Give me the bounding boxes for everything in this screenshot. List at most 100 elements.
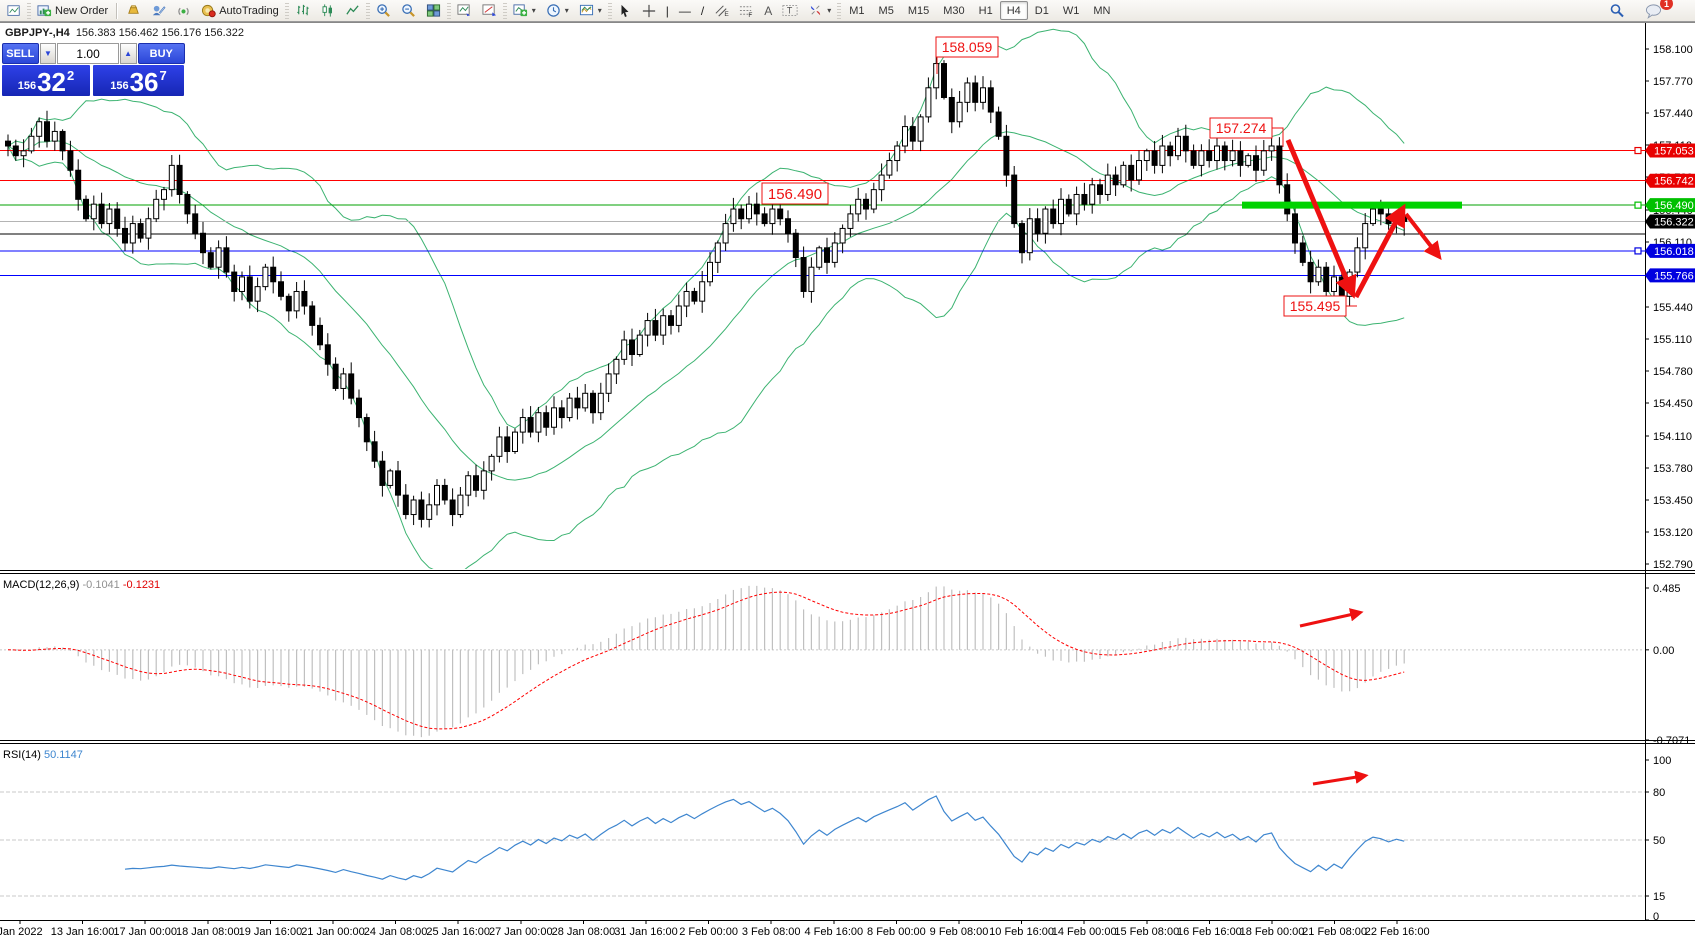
deposit-icon-button[interactable] xyxy=(121,0,146,21)
timeframe-m30-button[interactable]: M30 xyxy=(943,4,965,17)
volume-input[interactable]: 1.00 xyxy=(57,43,119,64)
price-annotation-158.059[interactable]: 158.059 xyxy=(935,36,999,74)
timeframe-mn-button[interactable]: MN xyxy=(1093,4,1111,17)
timeframe-h1-button[interactable]: H1 xyxy=(978,4,993,17)
line-handle-marker[interactable] xyxy=(1634,201,1642,209)
time-axis-label: 18 Feb 00:00 xyxy=(1240,926,1305,938)
chart-window-icon[interactable] xyxy=(2,0,26,21)
bear-candle xyxy=(5,140,11,147)
price-axis-label: 152.790 xyxy=(1653,559,1693,571)
projection-down-arrow[interactable] xyxy=(1404,212,1442,261)
bull-candle xyxy=(293,290,300,312)
crosshair-tool-button[interactable] xyxy=(637,0,661,21)
bear-candle xyxy=(1307,261,1314,283)
bear-candle xyxy=(1128,164,1135,181)
volume-decrease-button[interactable]: ▼ xyxy=(39,43,57,64)
candlestick-mode-button[interactable] xyxy=(315,0,340,21)
main-toolbar: New Order AutoTrading xyxy=(0,0,1695,22)
price-tag-bg xyxy=(1645,198,1695,213)
macd-panel-area[interactable] xyxy=(0,574,1695,740)
chat-bubble-icon xyxy=(1645,3,1662,19)
tile-windows-button[interactable] xyxy=(421,0,446,21)
rsi-direction-arrow[interactable] xyxy=(1312,770,1369,786)
fibonacci-tool-button[interactable]: F xyxy=(734,0,759,21)
bear-candle xyxy=(473,475,479,491)
trend-down-arrow[interactable] xyxy=(1285,139,1357,299)
bear-candle xyxy=(1065,198,1072,215)
time-axis-label: 3 Feb 08:00 xyxy=(742,926,801,938)
channel-tool-button[interactable]: E xyxy=(709,0,734,21)
bull-candle xyxy=(1026,218,1033,254)
bull-candle xyxy=(1370,208,1376,225)
buy-button[interactable]: BUY xyxy=(137,43,186,64)
price-axis-label: 155.110 xyxy=(1653,334,1692,346)
sell-button[interactable]: SELL xyxy=(2,43,39,64)
bear-candle xyxy=(418,499,425,520)
bull-candle xyxy=(145,218,152,239)
buy-price-panel[interactable]: 156 36 7 xyxy=(93,65,184,96)
zoom-out-icon xyxy=(401,4,415,17)
svg-text:T: T xyxy=(787,6,793,16)
bar-chart-mode-button[interactable] xyxy=(290,0,315,21)
horizontal-line-tool-button[interactable]: — xyxy=(674,0,696,21)
period-button[interactable]: ▾ xyxy=(541,0,574,21)
bull-candle xyxy=(340,373,347,389)
cursor-tool-button[interactable] xyxy=(613,0,637,21)
bull-candle xyxy=(434,484,440,506)
zoom-in-button[interactable] xyxy=(371,0,396,21)
bar-chart-icon xyxy=(297,4,309,16)
zoom-out-button[interactable] xyxy=(396,0,421,21)
bull-candle xyxy=(1120,164,1127,186)
timeframe-h4-button[interactable]: H4 xyxy=(999,1,1028,20)
bear-candle xyxy=(1034,218,1041,234)
template-dropdown-caret: ▾ xyxy=(597,6,602,15)
new-chart-button[interactable]: ▾ xyxy=(508,0,541,21)
bear-candle xyxy=(1253,155,1259,171)
macd-direction-arrow[interactable] xyxy=(1299,608,1364,628)
metaeditor-button[interactable] xyxy=(146,0,171,21)
bull-candle xyxy=(106,208,113,225)
annotation-text: 156.490 xyxy=(768,186,822,203)
arrows-tool-button[interactable]: ▾ xyxy=(803,0,836,21)
signals-button[interactable] xyxy=(171,0,196,21)
trendline-tool-button[interactable]: / xyxy=(696,0,709,21)
template-button[interactable]: ▾ xyxy=(574,0,607,21)
timeframe-m1-button[interactable]: M1 xyxy=(849,4,865,17)
indicators-list-button[interactable] xyxy=(452,0,477,21)
main-chart-area[interactable] xyxy=(0,22,1695,570)
new-order-button[interactable]: New Order xyxy=(32,0,113,21)
search-button[interactable] xyxy=(1604,0,1630,21)
price-annotation-155.495[interactable]: 155.495 xyxy=(1283,295,1357,317)
volume-increase-button[interactable]: ▲ xyxy=(119,43,137,64)
time-axis-label: 16 Feb 16:00 xyxy=(1177,926,1242,938)
chart-window-icon-glyph xyxy=(7,4,20,16)
bear-candle xyxy=(1385,213,1392,225)
trend-up-arrow[interactable] xyxy=(1353,203,1406,299)
time-axis-label: 28 Jan 08:00 xyxy=(552,926,616,938)
autotrading-label: AutoTrading xyxy=(219,4,279,17)
text-label-icon: T xyxy=(782,5,798,16)
arrows-dropdown-caret: ▾ xyxy=(827,6,832,15)
timeframe-w1-button[interactable]: W1 xyxy=(1062,4,1080,17)
vertical-line-tool-button[interactable]: | xyxy=(661,0,674,21)
gold-bar-icon xyxy=(128,5,140,14)
bear-candle xyxy=(574,397,581,409)
line-handle-marker[interactable] xyxy=(1634,146,1642,155)
search-icon xyxy=(1610,3,1624,17)
objects-list-button[interactable] xyxy=(477,0,502,21)
sell-price-panel[interactable]: 156 32 2 xyxy=(2,65,90,96)
chat-button[interactable]: 1 xyxy=(1640,0,1673,21)
rsi-panel-area[interactable] xyxy=(0,744,1695,920)
line-handle-marker[interactable] xyxy=(1634,247,1642,255)
line-chart-mode-button[interactable] xyxy=(340,0,365,21)
timeframe-d1-button[interactable]: D1 xyxy=(1034,4,1049,17)
bull-candle xyxy=(1143,150,1150,162)
timeframe-m15-button[interactable]: M15 xyxy=(907,4,930,17)
price-annotation-157.274[interactable]: 157.274 xyxy=(1209,117,1284,147)
price-annotation-156.490[interactable]: 156.490 xyxy=(761,182,829,205)
timeframe-m5-button[interactable]: M5 xyxy=(878,4,894,17)
text-label-tool-button[interactable]: T xyxy=(777,0,803,21)
autotrading-button[interactable]: AutoTrading xyxy=(196,0,284,21)
text-tool-button[interactable]: A xyxy=(759,0,777,21)
